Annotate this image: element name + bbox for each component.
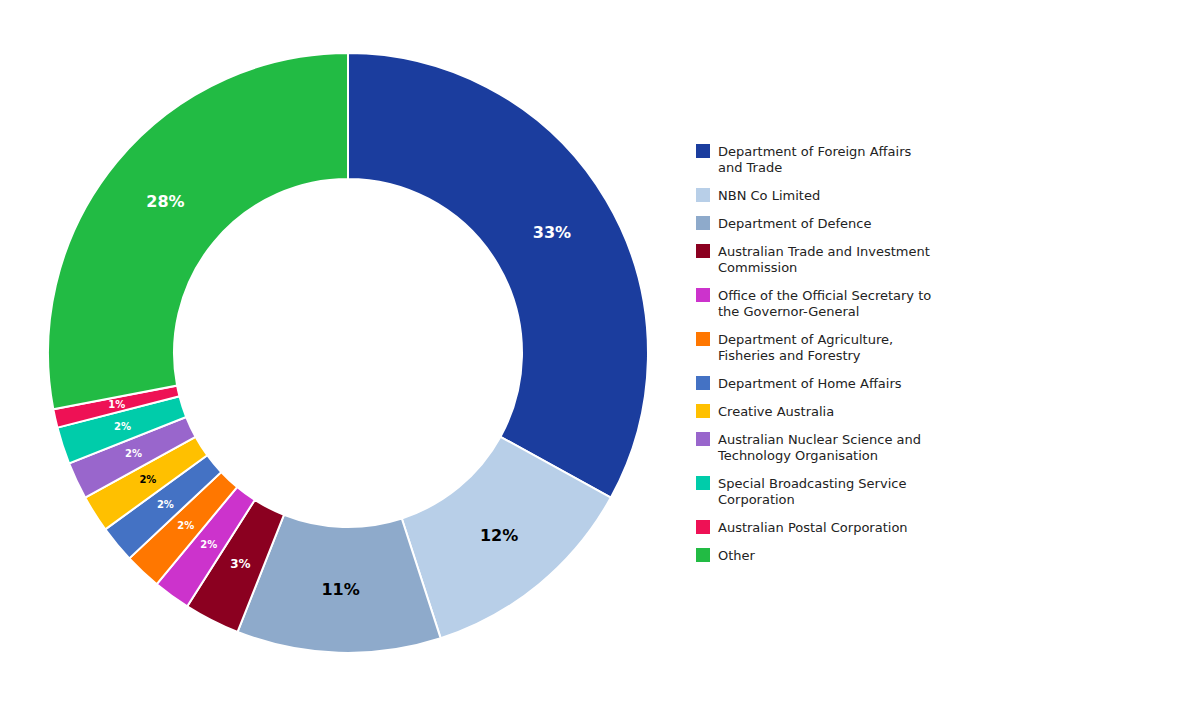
legend-swatch xyxy=(696,404,710,418)
legend-item: NBN Co Limited xyxy=(696,188,820,203)
legend-label: Creative Australia xyxy=(718,404,834,419)
legend-item: Office of the Official Secretary tothe G… xyxy=(696,288,931,319)
legend-label: Special Broadcasting ServiceCorporation xyxy=(718,476,906,507)
legend: Department of Foreign Affairsand Trade NB… xyxy=(696,144,931,563)
legend-swatch xyxy=(696,476,710,490)
chart: 33%12%11%3%2%2%2%2%2%2%1%28%Department o… xyxy=(0,0,1200,706)
legend-label: Other xyxy=(718,548,756,563)
legend-swatch xyxy=(696,144,710,158)
legend-label: Australian Postal Corporation xyxy=(718,520,908,535)
legend-label-line: Australian Nuclear Science and xyxy=(718,432,921,447)
data-label: 3% xyxy=(230,557,250,571)
data-label: 2% xyxy=(200,539,217,550)
data-label: 2% xyxy=(139,474,156,485)
legend-label-line: Office of the Official Secretary to xyxy=(718,288,931,303)
legend-label-line: Technology Organisation xyxy=(717,448,878,463)
slice xyxy=(348,53,648,498)
legend-swatch xyxy=(696,332,710,346)
legend-label: Department of Home Affairs xyxy=(718,376,902,391)
legend-item: Creative Australia xyxy=(696,404,834,419)
legend-label: Australian Trade and InvestmentCommissio… xyxy=(718,244,930,275)
slice xyxy=(402,437,611,638)
legend-item: Australian Nuclear Science andTechnology… xyxy=(696,432,921,463)
legend-label-line: Commission xyxy=(718,260,797,275)
data-label: 2% xyxy=(157,499,174,510)
legend-item: Department of Agriculture,Fisheries and … xyxy=(696,332,893,363)
legend-label: Department of Agriculture,Fisheries and … xyxy=(718,332,893,363)
data-label: 1% xyxy=(108,399,125,410)
legend-swatch xyxy=(696,288,710,302)
data-label: 12% xyxy=(480,526,518,545)
legend-swatch xyxy=(696,520,710,534)
legend-label-line: Creative Australia xyxy=(718,404,834,419)
legend-label-line: and Trade xyxy=(718,160,782,175)
legend-label-line: Department of Home Affairs xyxy=(718,376,902,391)
data-label: 2% xyxy=(177,520,194,531)
legend-label: Department of Defence xyxy=(718,216,871,231)
legend-swatch xyxy=(696,376,710,390)
legend-label-line: Department of Foreign Affairs xyxy=(718,144,911,159)
data-label: 28% xyxy=(146,192,184,211)
legend-swatch xyxy=(696,432,710,446)
legend-label-line: Australian Trade and Investment xyxy=(718,244,930,259)
legend-label-line: Special Broadcasting Service xyxy=(718,476,906,491)
legend-item: Australian Postal Corporation xyxy=(696,520,908,535)
legend-label: Australian Nuclear Science andTechnology… xyxy=(717,432,921,463)
legend-item: Department of Home Affairs xyxy=(696,376,902,391)
legend-label: Office of the Official Secretary tothe G… xyxy=(718,288,931,319)
legend-label-line: Corporation xyxy=(718,492,795,507)
legend-label-line: Australian Postal Corporation xyxy=(718,520,908,535)
legend-label-line: the Governor-General xyxy=(718,304,859,319)
data-labels: 33%12%11%3%2%2%2%2%2%2%1%28% xyxy=(108,192,571,599)
data-label: 33% xyxy=(533,223,571,242)
legend-item: Australian Trade and InvestmentCommissio… xyxy=(696,244,930,275)
legend-swatch xyxy=(696,216,710,230)
slice xyxy=(48,53,348,409)
legend-item: Department of Defence xyxy=(696,216,871,231)
data-label: 2% xyxy=(114,421,131,432)
legend-swatch xyxy=(696,548,710,562)
legend-swatch xyxy=(696,244,710,258)
legend-item: Special Broadcasting ServiceCorporation xyxy=(696,476,906,507)
legend-label-line: Other xyxy=(718,548,756,563)
slices xyxy=(48,53,648,653)
legend-label: NBN Co Limited xyxy=(718,188,820,203)
legend-item: Other xyxy=(696,548,756,563)
legend-label-line: Department of Agriculture, xyxy=(718,332,893,347)
data-label: 2% xyxy=(125,448,142,459)
legend-item: Department of Foreign Affairsand Trade xyxy=(696,144,911,175)
legend-label-line: Fisheries and Forestry xyxy=(718,348,861,363)
legend-label-line: Department of Defence xyxy=(718,216,871,231)
plot: 33%12%11%3%2%2%2%2%2%2%1%28% xyxy=(48,53,648,653)
legend-label-line: NBN Co Limited xyxy=(718,188,820,203)
data-label: 11% xyxy=(321,580,359,599)
legend-swatch xyxy=(696,188,710,202)
legend-label: Department of Foreign Affairsand Trade xyxy=(718,144,911,175)
